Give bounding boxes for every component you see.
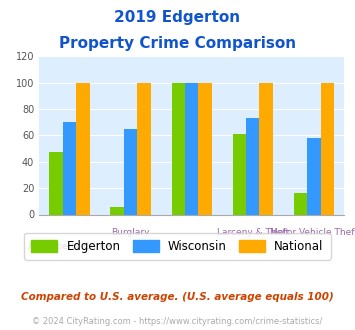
Bar — [137, 82, 151, 214]
Bar — [124, 129, 137, 214]
Text: Burglary: Burglary — [111, 228, 150, 237]
Bar — [49, 152, 63, 214]
Bar — [260, 82, 273, 214]
Text: © 2024 CityRating.com - https://www.cityrating.com/crime-statistics/: © 2024 CityRating.com - https://www.city… — [32, 317, 323, 326]
Bar — [294, 193, 307, 214]
Text: Arson: Arson — [179, 242, 204, 251]
Text: 2019 Edgerton: 2019 Edgerton — [114, 10, 241, 25]
Bar — [76, 82, 90, 214]
Bar — [171, 82, 185, 214]
Text: Property Crime Comparison: Property Crime Comparison — [59, 36, 296, 51]
Bar — [246, 118, 260, 214]
Text: Compared to U.S. average. (U.S. average equals 100): Compared to U.S. average. (U.S. average … — [21, 292, 334, 302]
Bar — [198, 82, 212, 214]
Bar — [63, 122, 76, 214]
Bar — [321, 82, 334, 214]
Text: Motor Vehicle Theft: Motor Vehicle Theft — [270, 228, 355, 237]
Bar — [233, 134, 246, 214]
Legend: Edgerton, Wisconsin, National: Edgerton, Wisconsin, National — [24, 233, 331, 260]
Bar — [110, 207, 124, 215]
Bar — [307, 138, 321, 214]
Text: All Property Crime: All Property Crime — [28, 242, 111, 251]
Bar — [185, 82, 198, 214]
Text: Larceny & Theft: Larceny & Theft — [217, 228, 289, 237]
